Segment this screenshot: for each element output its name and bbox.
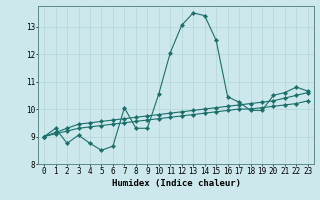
X-axis label: Humidex (Indice chaleur): Humidex (Indice chaleur) — [111, 179, 241, 188]
